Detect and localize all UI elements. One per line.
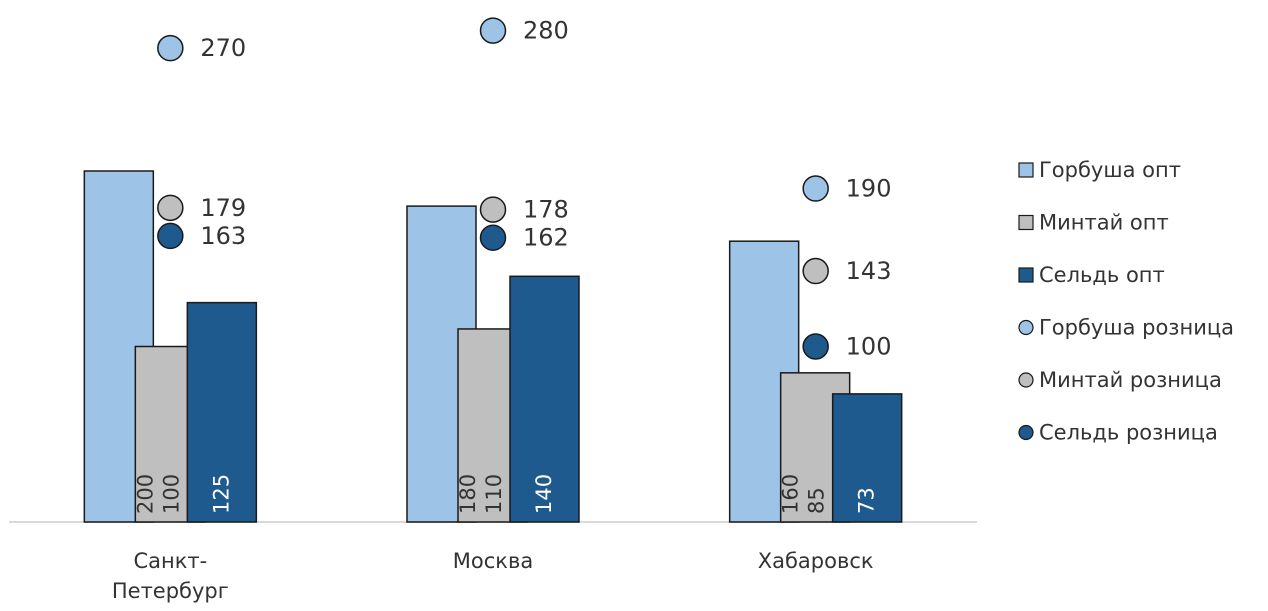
bar-value-label: 125	[209, 474, 233, 514]
bar	[186, 301, 258, 523]
legend-swatch	[1018, 267, 1034, 283]
marker-value-label: 143	[846, 257, 892, 285]
bar	[831, 393, 903, 523]
marker	[802, 175, 829, 202]
marker	[479, 196, 507, 223]
legend-swatch	[1018, 372, 1034, 388]
marker-value-label: 280	[523, 17, 569, 45]
bar-value-label: 160	[779, 474, 803, 514]
bar-value-label: 85	[805, 487, 829, 514]
bar-value-label: 100	[159, 474, 183, 514]
marker	[157, 222, 184, 250]
bar-value-label: 180	[456, 474, 480, 514]
marker-value-label: 163	[200, 222, 246, 250]
marker-value-label: 270	[200, 34, 246, 62]
marker-value-label: 190	[846, 175, 892, 203]
marker	[157, 194, 184, 222]
legend-label: Сельдь опт	[1039, 263, 1165, 287]
legend-swatch	[1018, 319, 1034, 336]
bar-value-label: 140	[532, 474, 556, 514]
legend-label: Минтай розница	[1039, 368, 1222, 392]
marker	[802, 257, 829, 285]
legend-label: Сельдь розница	[1039, 421, 1218, 445]
x-tick-label: Москва	[452, 549, 534, 573]
bar-value-label: 110	[482, 474, 506, 514]
marker	[157, 34, 184, 62]
marker-value-label: 100	[846, 333, 892, 361]
legend-swatch	[1018, 424, 1034, 441]
bar-value-label: 73	[855, 487, 879, 514]
marker	[479, 224, 507, 251]
x-tick-label: Хабаровск	[757, 549, 874, 573]
x-tick-label: Санкт- Петербург	[111, 549, 229, 603]
bar	[509, 275, 580, 523]
legend-label: Минтай опт	[1039, 211, 1169, 235]
marker-value-label: 162	[523, 224, 569, 252]
marker	[802, 333, 829, 360]
legend-swatch	[1018, 162, 1034, 178]
marker-value-label: 178	[523, 196, 569, 224]
marker	[479, 17, 507, 44]
legend-label: Горбуша розница	[1039, 316, 1234, 340]
bar-value-label: 200	[133, 474, 157, 514]
legend-label: Горбуша опт	[1039, 158, 1181, 182]
marker-value-label: 179	[200, 194, 246, 222]
legend-swatch	[1018, 214, 1034, 231]
